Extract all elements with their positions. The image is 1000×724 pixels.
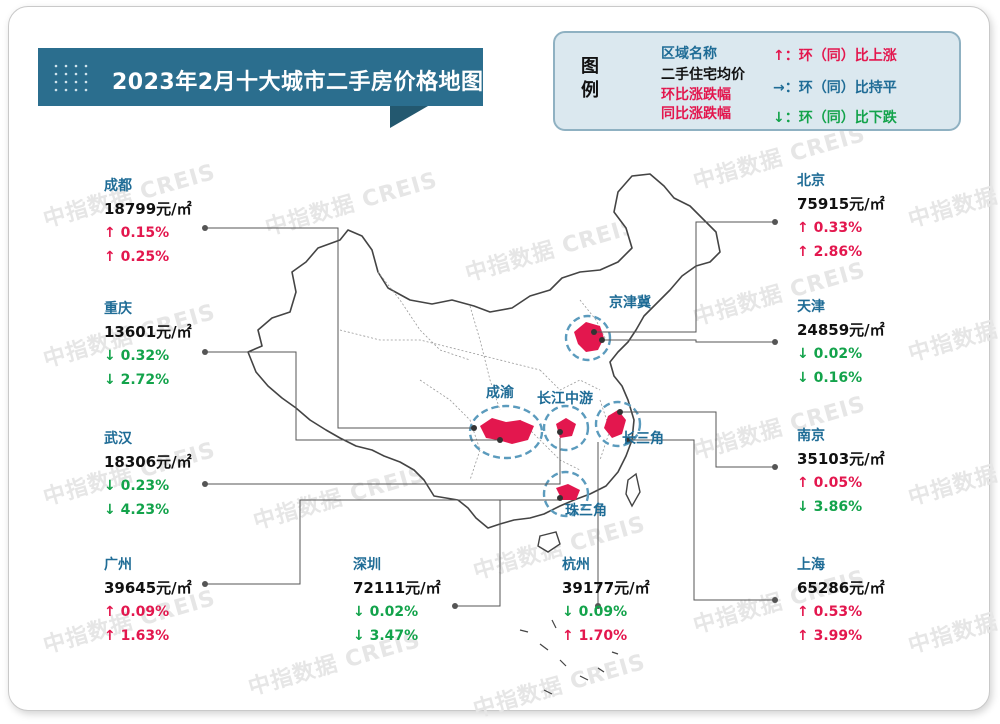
legend-box: 图例 区域名称 二手住宅均价 环比涨跌幅 同比涨跌幅 ↑：环（同）比上涨 →：环… [553,31,961,131]
legend-mom: 环比涨跌幅 [661,87,731,103]
city-yoy: ↓ 0.16% [797,370,863,386]
city-mom: ↓ 0.23% [104,478,170,494]
legend-region-name: 区域名称 [661,46,717,62]
city-card-beijing: 北京 75915元/㎡ ↑ 0.33% ↑ 2.86% [797,170,885,264]
city-name: 天津 [797,299,825,315]
city-card-chengdu: 成都 18799元/㎡ ↑ 0.15% ↑ 0.25% [104,175,192,269]
city-mom: ↑ 0.15% [104,225,170,241]
china-outline [247,173,721,529]
city-name: 杭州 [562,557,590,573]
city-yoy: ↓ 2.72% [104,372,170,388]
city-mom: ↓ 0.02% [797,346,863,362]
legend-flat: →：环（同）比持平 [773,80,897,96]
city-card-guangzhou: 广州 39645元/㎡ ↑ 0.09% ↑ 1.63% [104,554,192,648]
city-mom: ↓ 0.09% [562,604,628,620]
circle-changjiang [542,404,590,452]
taiwan-island [625,472,641,508]
city-price: 24859元/㎡ [797,321,885,339]
city-mom: ↓ 0.02% [353,604,419,620]
city-yoy: ↓ 4.23% [104,502,170,518]
city-yoy: ↑ 3.99% [797,628,863,644]
city-card-nanjing: 南京 35103元/㎡ ↑ 0.05% ↓ 3.86% [797,425,885,519]
city-pins [471,329,631,501]
connector-lines [205,221,775,607]
hainan-island [537,531,561,553]
city-yoy: ↑ 2.86% [797,244,863,260]
city-card-tianjin: 天津 24859元/㎡ ↓ 0.02% ↓ 0.16% [797,296,885,390]
city-price: 72111元/㎡ [353,579,441,597]
region-label-chengyu: 成渝 [486,385,514,401]
city-name: 武汉 [104,431,132,447]
south-sea-islands [519,619,619,695]
city-mom: ↑ 0.33% [797,220,863,236]
city-price: 18799元/㎡ [104,200,192,218]
city-card-chongqing: 重庆 13601元/㎡ ↓ 0.32% ↓ 2.72% [104,298,192,392]
page-title: 2023年2月十大城市二手房价格地图 [112,70,484,95]
city-card-hangzhou: 杭州 39177元/㎡ ↓ 0.09% ↑ 1.70% [562,554,650,648]
city-name: 广州 [104,557,132,573]
legend-up: ↑：环（同）比上涨 [773,48,897,64]
dots-decoration-icon [54,64,88,92]
city-price: 65286元/㎡ [797,579,885,597]
city-mom: ↑ 0.09% [104,604,170,620]
city-yoy: ↓ 3.86% [797,499,863,515]
city-mom: ↓ 0.32% [104,348,170,364]
city-card-wuhan: 武汉 18306元/㎡ ↓ 0.23% ↓ 4.23% [104,428,192,522]
legend-yoy: 同比涨跌幅 [661,106,731,122]
title-banner [38,48,483,106]
city-yoy: ↑ 1.70% [562,628,628,644]
city-price: 13601元/㎡ [104,323,192,341]
city-name: 上海 [797,557,825,573]
city-name: 深圳 [353,557,381,573]
legend-avg-price: 二手住宅均价 [661,67,745,83]
region-fills [480,322,626,500]
city-name: 成都 [104,178,132,194]
legend-heading: 图例 [581,56,599,101]
region-label-changjiang: 长江中游 [537,391,593,407]
city-price: 75915元/㎡ [797,195,885,213]
city-yoy: ↑ 0.25% [104,249,170,265]
city-card-shenzhen: 深圳 72111元/㎡ ↓ 0.02% ↓ 3.47% [353,554,441,648]
connector-dots [202,219,778,609]
province-borders [339,271,611,481]
city-yoy: ↓ 3.47% [353,628,419,644]
circle-jingjinji [564,314,612,362]
region-label-zhusanjiao: 珠三角 [565,503,607,519]
city-price: 18306元/㎡ [104,453,192,471]
city-mom: ↑ 0.53% [797,604,863,620]
city-price: 39177元/㎡ [562,579,650,597]
region-circles [468,314,642,518]
city-card-shanghai: 上海 65286元/㎡ ↑ 0.53% ↑ 3.99% [797,554,885,648]
city-name: 北京 [797,173,825,189]
circle-changsanjiao [594,400,642,448]
city-name: 南京 [797,428,825,444]
circle-chengyu [468,404,544,460]
city-price: 39645元/㎡ [104,579,192,597]
title-banner-notch [390,106,428,128]
city-price: 35103元/㎡ [797,450,885,468]
legend-down: ↓：环（同）比下跌 [773,110,897,126]
city-yoy: ↑ 1.63% [104,628,170,644]
circle-zhusanjiao [542,470,590,518]
region-label-changsanjiao: 长三角 [622,431,664,447]
region-label-jingjinji: 京津冀 [609,295,651,311]
city-mom: ↑ 0.05% [797,475,863,491]
city-name: 重庆 [104,301,132,317]
